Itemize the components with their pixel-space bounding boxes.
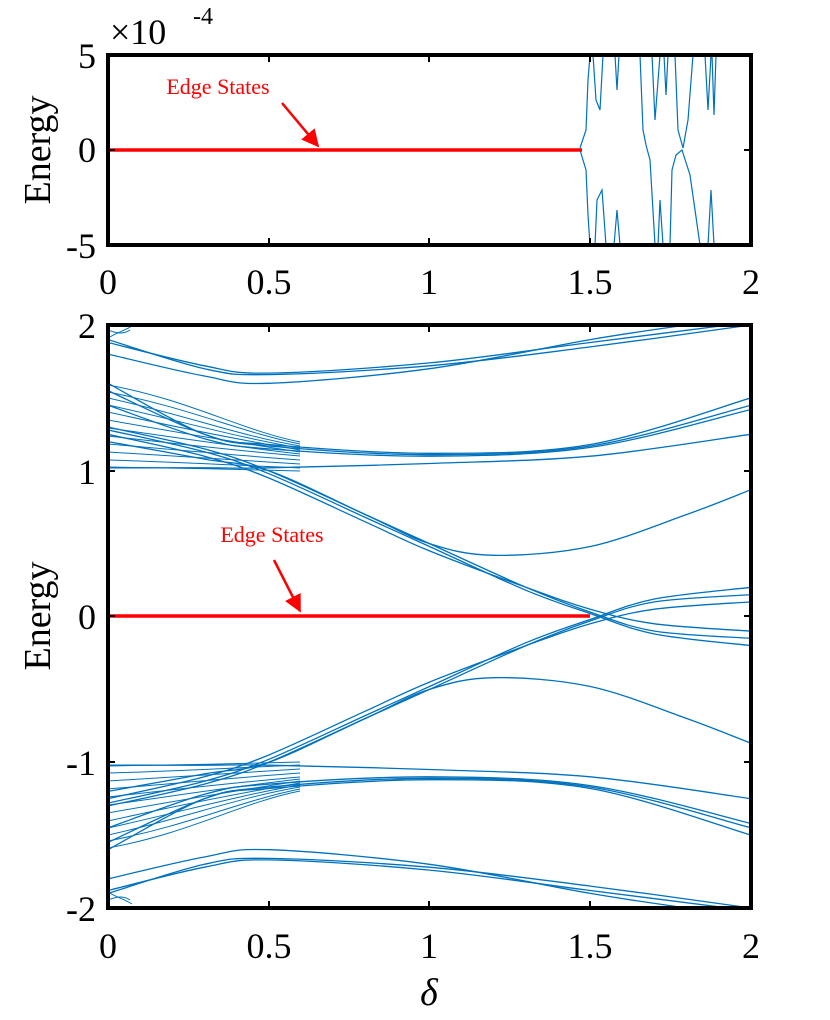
- bottom-y-tick-label: 1: [78, 452, 96, 492]
- bottom-x-tick-label: 0.5: [247, 926, 292, 966]
- top-x-tick-label: 2: [742, 262, 760, 302]
- band-line: [108, 776, 751, 829]
- bottom-y-axis-label: Energy: [17, 561, 59, 670]
- top-y-axis-label: Energy: [17, 95, 59, 204]
- band-line: [108, 429, 751, 647]
- top-y-scale-factor: ×10 -4: [110, 4, 213, 52]
- bottom-ticks: [108, 325, 751, 908]
- top-annotation-label: Edge States: [166, 74, 269, 99]
- band-line: [108, 848, 687, 908]
- bottom-annotation-arrow: [272, 559, 302, 613]
- bottom-panel: 0 0.5 1 1.5 2 2 1 0 -1 -2 Energy δ Edge …: [17, 306, 760, 1014]
- bottom-x-tick-label: 1.5: [568, 926, 613, 966]
- band-line: [108, 859, 734, 908]
- top-x-tick-label: 1.5: [568, 262, 613, 302]
- band-line: [108, 586, 751, 804]
- bottom-x-tick-label: 2: [742, 926, 760, 966]
- band-line: [108, 764, 751, 800]
- top-y-tick-label: -5: [66, 226, 96, 266]
- top-y-tick-label: 0: [78, 130, 96, 170]
- bottom-x-axis-label: δ: [420, 972, 439, 1014]
- bottom-y-tick-label: -1: [66, 743, 96, 783]
- band-line: [108, 382, 751, 454]
- top-annotation-arrow: [281, 102, 320, 148]
- top-noise-lines: [579, 55, 717, 245]
- bottom-x-tick-label: 0: [99, 926, 117, 966]
- bottom-y-tick-label: 0: [78, 597, 96, 637]
- top-x-tick-label: 1: [420, 262, 438, 302]
- band-line: [108, 325, 687, 385]
- top-panel: 0 0.5 1 1.5 2 5 0 -5 Energy ×10 -4 Edge …: [17, 4, 760, 302]
- band-line: [108, 433, 751, 469]
- svg-text:-4: -4: [193, 4, 213, 30]
- bottom-y-tick-label: 2: [78, 306, 96, 346]
- top-y-tick-label: 5: [78, 36, 96, 76]
- band-line: [108, 404, 751, 457]
- svg-text:×10: ×10: [110, 12, 166, 52]
- top-x-tick-label: 0: [99, 262, 117, 302]
- band-line: [108, 390, 751, 456]
- band-lines: [108, 325, 751, 908]
- bottom-y-tick-label: -2: [66, 889, 96, 929]
- band-line: [108, 440, 751, 557]
- band-line: [108, 325, 751, 376]
- band-line: [108, 779, 751, 851]
- top-ticks: [108, 55, 751, 245]
- band-line: [108, 676, 751, 793]
- band-line: [108, 325, 734, 374]
- bottom-x-tick-label: 1: [420, 926, 438, 966]
- bottom-annotation-label: Edge States: [220, 522, 323, 547]
- top-x-tick-label: 0.5: [247, 262, 292, 302]
- band-line: [108, 857, 751, 908]
